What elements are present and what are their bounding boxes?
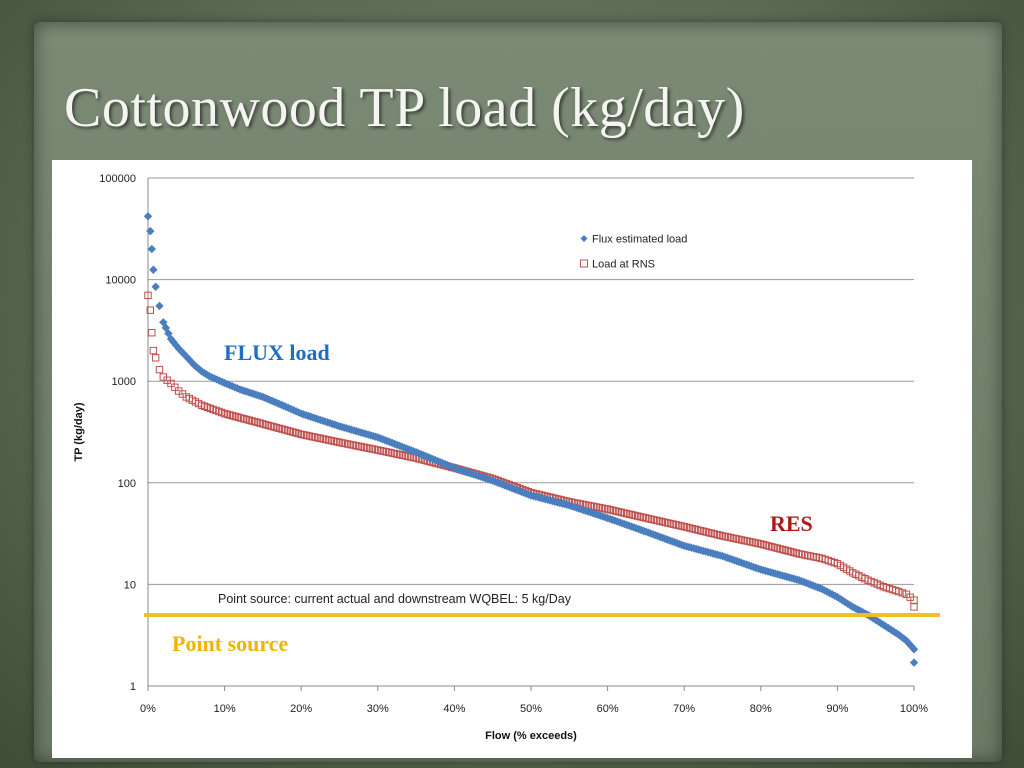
y-tick-label: 1 [130, 681, 136, 693]
chart-panel: 1 10 100 1000 10000 100000 0% 10% 20% 30% 40% 50% 60… [52, 160, 972, 758]
rns-point [155, 365, 164, 374]
rns-point [167, 379, 175, 388]
y-tick-label: 100000 [99, 173, 136, 185]
legend-label-flux: Flux estimated load [592, 234, 687, 246]
flux-point [146, 226, 155, 236]
x-tick-label: 90% [826, 703, 848, 715]
flux-point [155, 301, 164, 311]
y-tick-label: 100 [118, 478, 136, 490]
x-tick-label: 80% [750, 703, 772, 715]
y-axis-title: TP (kg/day) [73, 402, 85, 461]
x-tick-label: 50% [520, 703, 542, 715]
rns-point [171, 383, 179, 391]
x-tick-label: 30% [367, 703, 389, 715]
x-tick-label: 10% [214, 703, 236, 715]
x-axis-title: Flow (% exceeds) [485, 730, 577, 742]
rns-point [148, 329, 156, 337]
flux-point [909, 658, 919, 667]
x-tick-label: 0% [140, 703, 156, 715]
y-tick-label: 10 [124, 579, 136, 591]
tp-load-chart: 1 10 100 1000 10000 100000 0% 10% 20% 30% 40% 50% 60… [73, 173, 940, 742]
flux-point [149, 265, 158, 274]
x-tick-label: 60% [597, 703, 619, 715]
rns-point [146, 306, 154, 314]
x-tick-label: 20% [290, 703, 312, 715]
x-tick-label: 100% [900, 703, 928, 715]
y-tick-label: 10000 [105, 275, 136, 287]
chart-legend: Flux estimated load Load at RNS [580, 234, 687, 271]
legend-marker-flux [580, 235, 588, 242]
legend-marker-rns [580, 259, 588, 268]
rns-point [910, 603, 918, 611]
flux-point [187, 357, 196, 367]
legend-label-rns: Load at RNS [592, 259, 655, 271]
point-source-label: Point source [172, 631, 289, 656]
rns-point [149, 346, 158, 355]
flux-point [902, 636, 911, 645]
x-tick-label: 70% [673, 703, 695, 715]
flux-point [899, 634, 908, 643]
flux-point [147, 244, 157, 254]
rns-point [898, 589, 907, 597]
flux-point [897, 632, 906, 641]
flux-point [143, 212, 153, 221]
point-source-note: Point source: current actual and downstr… [218, 592, 572, 606]
flux-point [894, 630, 903, 639]
slide-title: Cottonwood TP load (kg/day) [64, 77, 745, 139]
rns-point [151, 354, 160, 362]
y-tick-label: 1000 [112, 376, 136, 388]
rns-point [894, 587, 903, 596]
flux-point [151, 282, 160, 291]
res-label: RES [770, 511, 813, 536]
rns-point [144, 291, 152, 300]
flux-load-label: FLUX load [224, 340, 330, 365]
x-tick-label: 40% [443, 703, 465, 715]
